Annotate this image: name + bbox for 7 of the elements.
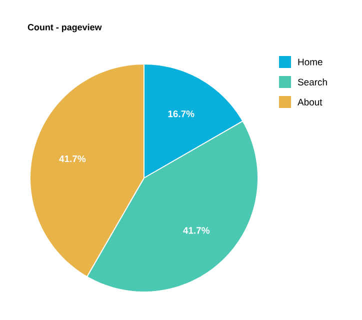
legend-label: Home	[298, 58, 322, 66]
chart-title: Count - pageview	[28, 24, 102, 32]
data-label: 41.7%	[183, 227, 210, 234]
data-label: 16.7%	[168, 110, 194, 118]
data-label: 41.7%	[59, 155, 86, 162]
legend-label: Search	[298, 78, 327, 86]
legend-label: About	[298, 98, 322, 106]
